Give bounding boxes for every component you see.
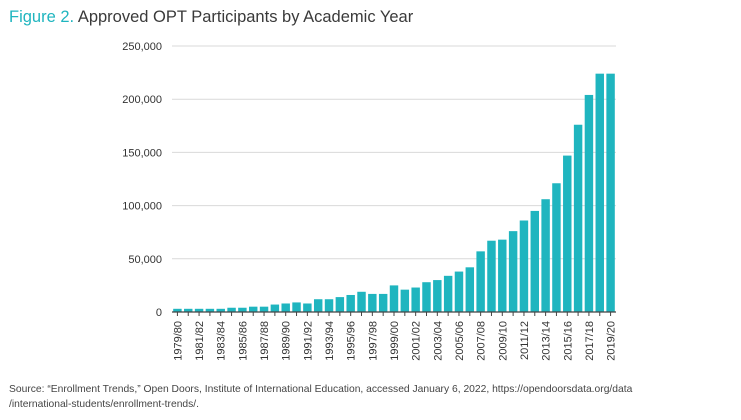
x-tick-label: 2001/02 <box>411 321 423 361</box>
y-tick-label: 150,000 <box>122 147 162 159</box>
x-tick-label: 1989/90 <box>281 321 293 361</box>
x-tick-label: 2011/12 <box>519 321 531 360</box>
bar-2006-07 <box>465 267 475 312</box>
bar-2017-18 <box>584 94 594 312</box>
x-tick-label: 1983/84 <box>216 321 228 361</box>
x-tick-label: 1981/82 <box>194 321 206 361</box>
x-tick-label: 2009/10 <box>497 321 509 361</box>
bar-1992-93 <box>313 299 323 312</box>
bar-1994-95 <box>335 297 345 312</box>
bar-2001-02 <box>411 287 420 312</box>
bar-1995-96 <box>346 294 355 312</box>
x-tick-label: 2005/06 <box>454 321 466 361</box>
bar-1986-87 <box>248 306 258 312</box>
bar-1987-88 <box>259 306 269 312</box>
bar-1985-86 <box>238 307 247 312</box>
bar-1988-89 <box>270 304 280 312</box>
x-tick-label: 2013/14 <box>541 321 553 361</box>
bar-2000-01 <box>400 289 410 312</box>
bar-1989-90 <box>281 303 290 312</box>
bars <box>173 73 615 313</box>
x-tick-label: 1993/94 <box>324 321 336 361</box>
x-tick-label: 2017/18 <box>584 321 596 361</box>
bar-2014-15 <box>552 183 561 312</box>
bar-2009-10 <box>498 239 507 312</box>
x-axis: 1979/80 1981/82 1983/84 1985/86 1987/88 1989/… <box>172 311 618 361</box>
x-tick-label: 2003/04 <box>432 321 444 361</box>
bar-2011-12 <box>519 220 529 312</box>
bar-2007-08 <box>476 251 485 312</box>
bar-1990-91 <box>292 302 301 312</box>
bar-2018-19 <box>595 73 604 312</box>
bar-1982-83 <box>205 308 215 312</box>
y-tick-label: 200,000 <box>122 94 162 106</box>
x-tick-label: 1979/80 <box>172 321 184 361</box>
bar-2019-20 <box>606 73 615 312</box>
bar-2005-06 <box>454 271 464 312</box>
x-tick-label: 1985/86 <box>237 321 249 361</box>
y-tick-label: 100,000 <box>122 201 162 213</box>
x-tick-label: 1995/96 <box>346 321 358 361</box>
x-tick-label: 1997/98 <box>367 321 379 361</box>
bar-2015-16 <box>563 155 572 312</box>
y-tick-label: 50,000 <box>128 254 162 266</box>
figure-title-text: Approved OPT Participants by Academic Ye… <box>77 8 414 26</box>
x-tick-label: 1999/00 <box>389 321 401 361</box>
y-tick-label: 0 <box>156 307 162 319</box>
bar-1981-82 <box>194 308 204 312</box>
bar-2012-13 <box>530 210 540 312</box>
bar-1997-98 <box>368 293 377 312</box>
bar-2004-05 <box>443 275 453 312</box>
y-axis: 0 50,000 100,000 150,000 200,000 250,000 <box>122 41 162 319</box>
figure-number: Figure 2. <box>9 8 75 26</box>
y-tick-label: 250,000 <box>122 41 162 53</box>
bar-1996-97 <box>357 291 366 312</box>
bar-chart: 0 50,000 100,000 150,000 200,000 250,000 1979… <box>122 41 618 361</box>
x-tick-label: 2015/16 <box>562 321 574 361</box>
source-line-1: Source: “Enrollment Trends,” Open Doors,… <box>9 384 633 395</box>
x-tick-label: 1987/88 <box>259 321 271 361</box>
bar-2010-11 <box>508 231 518 312</box>
bar-2016-17 <box>573 124 583 313</box>
source-note: Source: “Enrollment Trends,” Open Doors,… <box>9 382 737 412</box>
bar-2003-04 <box>433 280 442 312</box>
bar-1991-92 <box>303 303 312 312</box>
bar-2013-14 <box>541 199 550 312</box>
bar-1980-81 <box>184 308 193 312</box>
source-line-2: /international-students/enrollment-trend… <box>9 399 200 410</box>
bar-1983-84 <box>216 308 225 312</box>
bar-2008-09 <box>487 240 496 312</box>
bar-1998-99 <box>378 293 388 312</box>
x-tick-label: 2019/20 <box>606 321 618 361</box>
bar-1993-94 <box>324 299 334 312</box>
x-tick-label: 2007/08 <box>476 321 488 361</box>
bar-1979-80 <box>173 308 182 312</box>
bar-1984-85 <box>227 307 236 312</box>
bar-1999-00 <box>389 285 399 312</box>
bar-2002-03 <box>422 282 431 312</box>
x-tick-label: 1991/92 <box>302 321 314 361</box>
figure-title: Figure 2. Approved OPT Participants by A… <box>9 8 413 27</box>
